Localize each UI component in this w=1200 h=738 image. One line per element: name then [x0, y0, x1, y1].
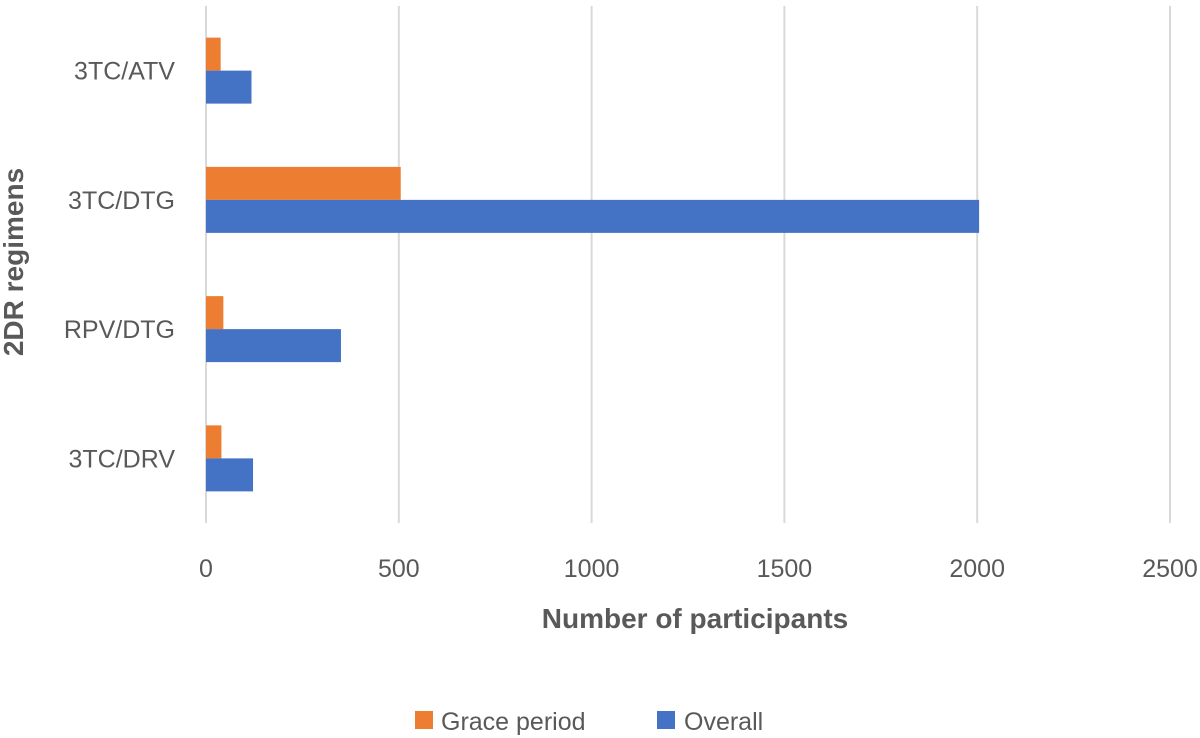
y-axis-title: 2DR regimens	[0, 168, 29, 356]
legend-label-grace-period: Grace period	[441, 708, 586, 736]
x-tick-label: 2000	[949, 555, 1005, 583]
legend-label-overall: Overall	[684, 708, 763, 736]
bar-overall	[206, 70, 252, 104]
bars	[206, 37, 980, 492]
x-tick-label: 1000	[564, 555, 620, 583]
bar-overall	[206, 458, 254, 492]
legend-swatch-overall	[657, 711, 675, 729]
legend: Grace period Overall	[415, 708, 763, 736]
bar-grace-period	[206, 296, 224, 330]
x-tick-label: 500	[378, 555, 420, 583]
x-tick-labels: 0 500 1000 1500 2000 2500	[199, 555, 1198, 583]
bar-overall	[206, 199, 980, 233]
y-tick-label: 3TC/ATV	[74, 58, 175, 86]
bar-grace-period	[206, 37, 221, 71]
x-tick-label: 0	[199, 555, 213, 583]
gridlines	[205, 6, 1171, 523]
bar-grace-period	[206, 166, 401, 200]
x-tick-label: 2500	[1142, 555, 1198, 583]
legend-swatch-grace-period	[415, 711, 433, 729]
bar-overall	[206, 329, 341, 363]
x-axis-title: Number of participants	[542, 603, 848, 634]
y-tick-label: 3TC/DTG	[68, 187, 175, 215]
y-tick-labels: 3TC/ATV 3TC/DTG RPV/DTG 3TC/DRV	[64, 58, 175, 474]
x-tick-label: 1500	[757, 555, 813, 583]
y-tick-label: RPV/DTG	[64, 316, 175, 344]
y-tick-label: 3TC/DRV	[68, 445, 175, 473]
bar-grace-period	[206, 425, 222, 459]
